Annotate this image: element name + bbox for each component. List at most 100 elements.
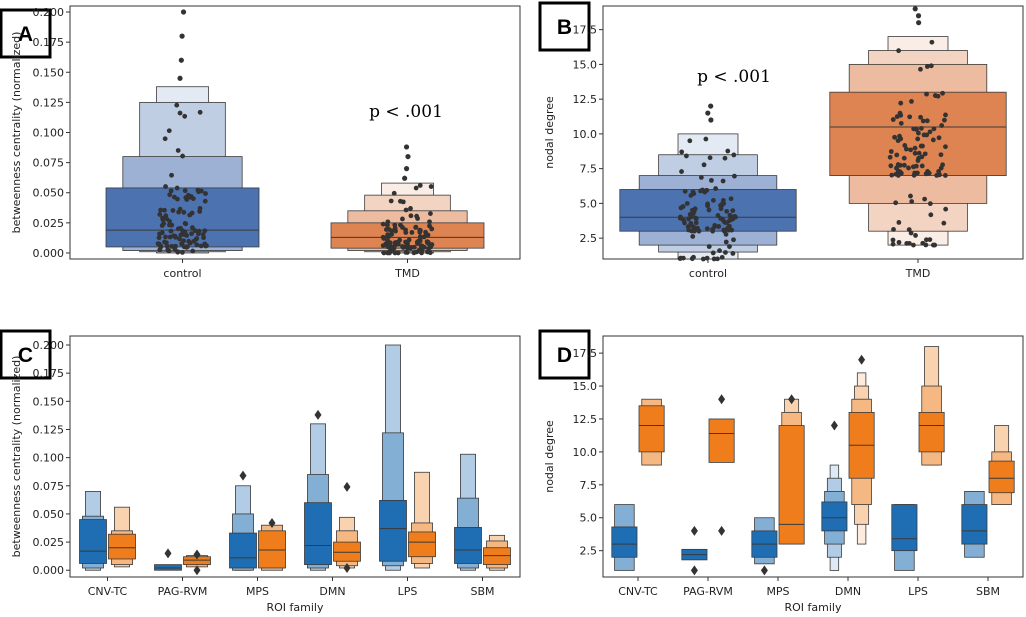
y-tick-label: 0.100 [33, 452, 65, 465]
outlier-marker [343, 562, 351, 573]
data-point [916, 130, 921, 136]
data-point [941, 220, 947, 226]
data-point [720, 178, 726, 184]
data-point [725, 148, 731, 154]
data-point [705, 203, 710, 209]
x-tick-label: CNV-TC [618, 585, 658, 598]
data-point [380, 234, 386, 240]
data-point [908, 193, 913, 199]
y-tick-label: 15.0 [573, 58, 598, 71]
outlier-marker [193, 549, 201, 560]
data-point [200, 232, 206, 237]
data-point [924, 91, 929, 97]
chart-panel-A: 0.000 0.025 0.050 0.075 0.100 0.125 0.150 0.175… [10, 5, 521, 280]
boxen-level [918, 411, 945, 453]
data-point [408, 206, 413, 211]
outlier-point [915, 13, 922, 19]
series-TMD [330, 144, 485, 256]
data-point [701, 162, 707, 168]
data-point [202, 198, 208, 204]
data-point [157, 212, 163, 217]
y-tick-label: 0.075 [33, 480, 65, 493]
data-point [203, 191, 208, 196]
data-point [924, 64, 930, 69]
data-point [920, 118, 926, 124]
data-point [679, 169, 684, 174]
data-point [392, 250, 398, 256]
data-point [180, 230, 186, 236]
data-point [918, 66, 923, 72]
outlier-point [177, 75, 183, 81]
data-point [175, 148, 181, 153]
data-point [894, 114, 900, 120]
data-point [723, 239, 729, 245]
y-tick-label: 2.5 [580, 545, 598, 558]
y-tick-label: 5.0 [580, 197, 598, 210]
data-point [908, 230, 914, 236]
data-point [896, 239, 902, 245]
data-point [380, 243, 386, 249]
panel-label-D: D [538, 329, 591, 380]
outlier-marker [164, 548, 172, 559]
data-point [427, 219, 432, 225]
series-control [611, 420, 988, 576]
x-tick-label: CNV-TC [88, 585, 128, 598]
data-point [894, 165, 900, 171]
data-point [182, 113, 188, 119]
data-point [427, 223, 432, 229]
data-point [707, 155, 713, 161]
data-point [922, 196, 928, 202]
data-point [922, 151, 928, 157]
series-control [79, 344, 482, 571]
data-point [932, 242, 938, 248]
data-point [194, 242, 200, 248]
data-point [902, 162, 907, 168]
outlier-point [402, 175, 408, 181]
data-point [911, 126, 917, 132]
x-tick-label: LPS [908, 585, 928, 598]
outlier-marker [718, 525, 726, 536]
outlier-point [178, 57, 184, 63]
data-point [907, 114, 913, 120]
data-point [403, 207, 409, 213]
data-point [191, 238, 197, 244]
data-point [181, 238, 186, 244]
y-tick-label: 0.000 [33, 564, 65, 577]
data-point [890, 237, 896, 243]
outlier-point [180, 9, 187, 15]
data-point [682, 188, 688, 194]
outlier-point [708, 117, 714, 123]
panel-label-B: B [538, 1, 591, 52]
boxen-level [333, 541, 361, 562]
data-point [169, 172, 174, 178]
data-point [912, 150, 918, 156]
boxen-level [379, 500, 407, 562]
data-point [428, 211, 433, 216]
data-point [176, 209, 182, 215]
data-point [380, 221, 386, 227]
data-point [894, 152, 900, 158]
data-point [417, 248, 423, 254]
boxen-level [79, 519, 107, 564]
data-point [720, 217, 726, 223]
data-point [920, 143, 925, 149]
outlier-marker [268, 517, 276, 528]
data-point [936, 135, 942, 141]
data-point [928, 63, 934, 69]
data-point [902, 143, 908, 148]
data-point [891, 227, 896, 232]
data-point [913, 163, 919, 169]
data-point [167, 192, 173, 198]
data-point [897, 110, 903, 116]
series-TMD [108, 471, 511, 576]
data-point [425, 239, 431, 245]
data-point [163, 184, 168, 189]
data-point [932, 93, 938, 98]
x-tick-label: TMD [394, 267, 420, 280]
data-point [166, 128, 172, 134]
y-tick-label: 17.5 [573, 24, 598, 37]
data-point [168, 188, 174, 194]
data-point [929, 39, 935, 45]
annotation-p-value-A: p < .001 [369, 102, 443, 122]
